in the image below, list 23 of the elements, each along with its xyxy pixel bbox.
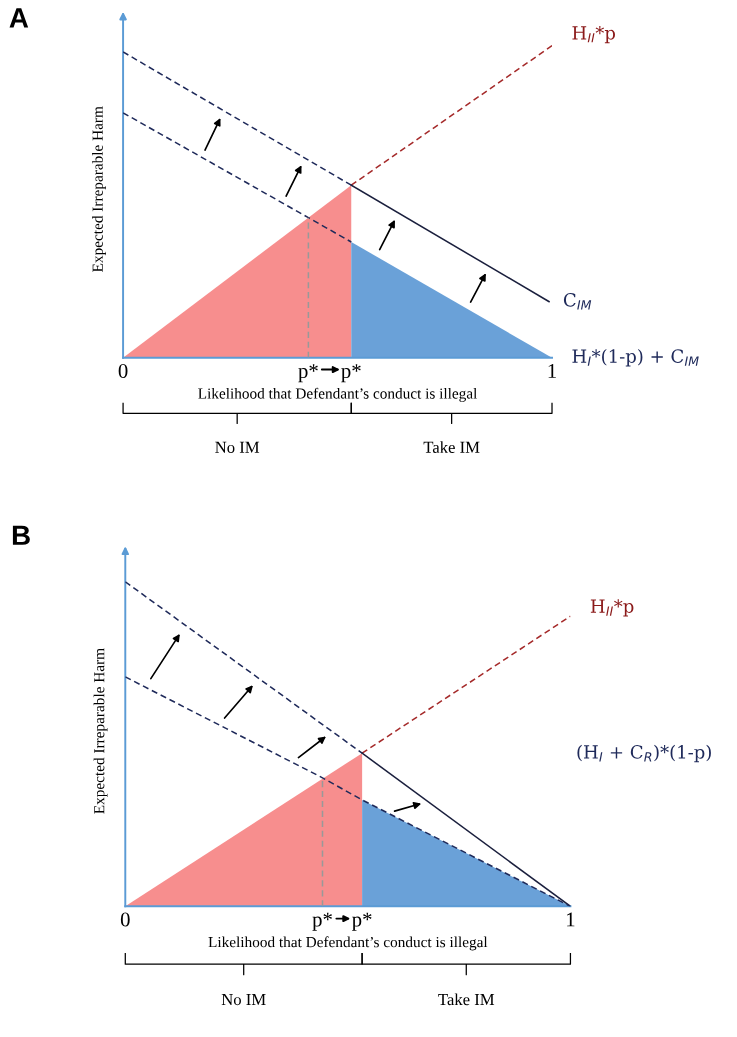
y-axis-title: Expected Irreparable Harm xyxy=(93,648,108,814)
series-label: H$_{II}$*p xyxy=(590,599,634,617)
text: No IM xyxy=(215,441,260,453)
series-label: H$_{I}$*(1-p) + C$_{IM}$ xyxy=(572,349,699,367)
text: Take IM xyxy=(438,993,495,1006)
x-tick-label: 1 xyxy=(548,364,556,378)
x-tick-label: 1 xyxy=(567,912,575,927)
y-axis-title: Expected Irreparable Harm xyxy=(92,106,106,272)
text: Take IM xyxy=(423,441,480,453)
x-axis-title: Likelihood that Defendant’s conduct is illegal xyxy=(208,936,488,951)
series-label: C$_{IM}$ xyxy=(563,293,592,310)
chart-title: B xyxy=(12,525,30,545)
x-tick-label: p* xyxy=(341,364,361,383)
series-label: H$_{II}$*p xyxy=(572,26,615,44)
x-tick-label: 0 xyxy=(118,363,128,378)
text: No IM xyxy=(221,994,266,1006)
x-tick-label: p* xyxy=(298,364,318,383)
x-tick-label: 0 xyxy=(120,912,130,927)
chart-title: A xyxy=(9,8,29,28)
text: (H$_{I}$ + C$_{R}$)*(1-p) xyxy=(577,744,711,763)
x-axis-title: Likelihood that Defendant’s conduct is illegal xyxy=(198,387,478,402)
x-tick-label: p* xyxy=(312,912,332,931)
x-tick-label: p* xyxy=(352,912,372,931)
